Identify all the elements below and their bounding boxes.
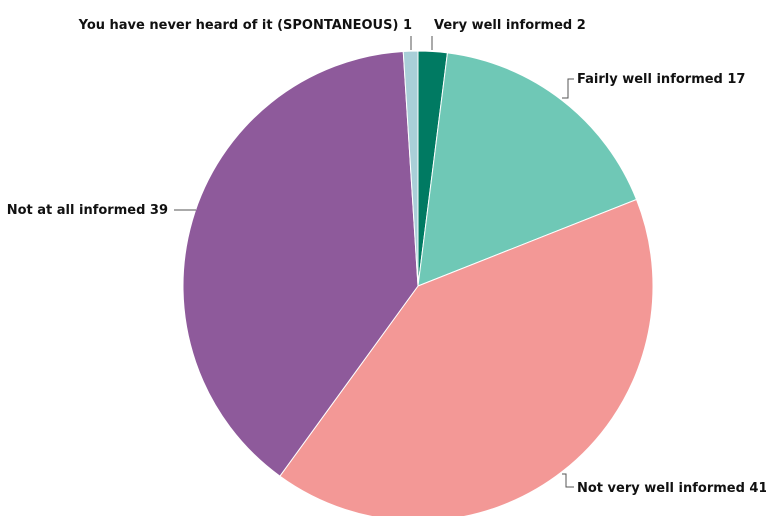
pie-slice-you-have-never-heard-of-it-spontaneous [402,50,419,287]
slice-label-you-have-never-heard-of-it-spontaneous: You have never heard of it (SPONTANEOUS)… [78,18,412,33]
leader-line-not-very-well-informed [562,473,574,488]
slice-label-not-at-all-informed: Not at all informed 39 [7,203,168,218]
leader-lines [174,36,574,488]
pie-slices [182,50,654,516]
pie-slice-fairly-well-informed [417,52,638,287]
pie-slice-not-at-all-informed [182,50,419,477]
leader-line-fairly-well-informed [562,78,574,99]
slice-labels: Very well informed 2 Fairly well informed… [7,18,766,496]
pie-slice-not-very-well-informed [279,198,654,516]
slice-label-not-very-well-informed: Not very well informed 41 [577,481,766,496]
slice-label-very-well-informed: Very well informed 2 [434,18,586,33]
slice-label-fairly-well-informed: Fairly well informed 17 [577,72,745,87]
